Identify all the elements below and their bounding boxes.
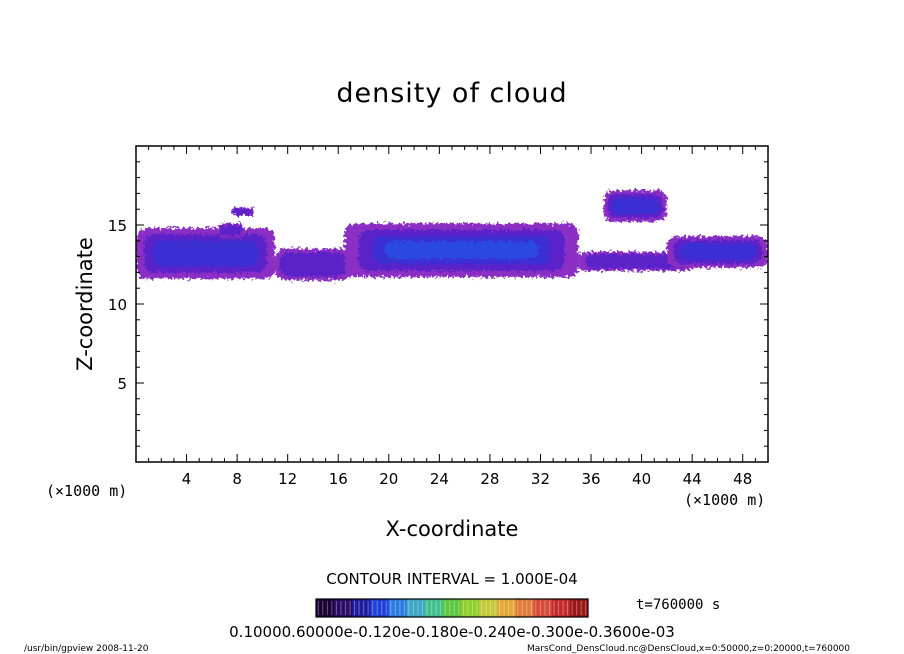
- x-tick-label: 40: [632, 470, 651, 488]
- cloud-region-central-mass-level-3: [384, 241, 539, 259]
- cloud-region-right-cap-level-2: [611, 197, 660, 215]
- x-tick-label: 36: [581, 470, 600, 488]
- footer-left: /usr/bin/gpview 2008-11-20: [24, 644, 149, 654]
- footer-right: MarsCond_DensCloud.nc@DensCloud,x=0:5000…: [527, 644, 850, 654]
- cloud-contours: [136, 190, 768, 281]
- time-label: t=760000 s: [636, 597, 720, 613]
- colorbar-segment: [533, 599, 553, 617]
- x-tick-label: 16: [329, 470, 348, 488]
- x-unit-right: (×1000 m): [684, 491, 765, 509]
- colorbar-segment: [424, 599, 444, 617]
- x-tick-label: 12: [278, 470, 297, 488]
- axis-ticks: [136, 146, 768, 462]
- plot-frame: [135, 145, 769, 463]
- y-tick-labels: 5 10 15: [108, 217, 127, 393]
- x-tick-label: 48: [733, 470, 752, 488]
- cloud-region-mid-left-band-level-1: [279, 252, 347, 277]
- x-tick-label: 44: [683, 470, 702, 488]
- colorbar-segment: [442, 599, 462, 617]
- colorbar: [315, 598, 589, 618]
- colorbar-frame: [315, 598, 589, 618]
- colorbar-segment: [316, 599, 335, 617]
- cloud-region-left-puff-level-1: [233, 208, 253, 215]
- colorbar-segment: [388, 599, 408, 617]
- cloud-region-right-band-level-2: [679, 243, 756, 261]
- y-axis-label: Z-coordinate: [73, 237, 97, 371]
- cloud-region-right-low-band-level-1: [585, 254, 686, 269]
- x-tick-label: 8: [232, 470, 242, 488]
- x-tick-label: 24: [430, 470, 449, 488]
- colorbar-segment: [569, 599, 589, 617]
- cloud-region-left-cap-level-1: [219, 225, 242, 236]
- y-tick-label: 10: [108, 296, 127, 314]
- colorbar-segment: [479, 599, 498, 617]
- colorbar-segment: [515, 599, 535, 617]
- y-tick-label: 15: [108, 217, 127, 235]
- colorbar-segment: [406, 599, 426, 617]
- x-tick-label: 32: [531, 470, 550, 488]
- x-unit-left: (×1000 m): [46, 482, 127, 500]
- contour-interval-label: CONTOUR INTERVAL = 1.000E-04: [326, 570, 577, 588]
- x-tick-label: 20: [379, 470, 398, 488]
- x-axis-label: X-coordinate: [386, 517, 519, 541]
- chart-title: density of cloud: [336, 78, 567, 109]
- colorbar-segment: [461, 599, 480, 617]
- colorbar-labels: 0.10000.60000e-0.120e-0.180e-0.240e-0.30…: [229, 623, 675, 641]
- y-tick-label: 5: [117, 375, 127, 393]
- colorbar-segment: [352, 599, 371, 617]
- colorbar-segment: [370, 599, 390, 617]
- colorbar-segment: [551, 599, 571, 617]
- x-tick-label: 4: [182, 470, 192, 488]
- x-tick-labels: 4 8 12 16 20 24 28 32 36 40 44 48: [182, 470, 752, 488]
- cloud-region-left-band-level-2: [152, 240, 259, 267]
- colorbar-segment: [334, 599, 353, 617]
- colorbar-segment: [497, 599, 516, 617]
- x-tick-label: 28: [480, 470, 499, 488]
